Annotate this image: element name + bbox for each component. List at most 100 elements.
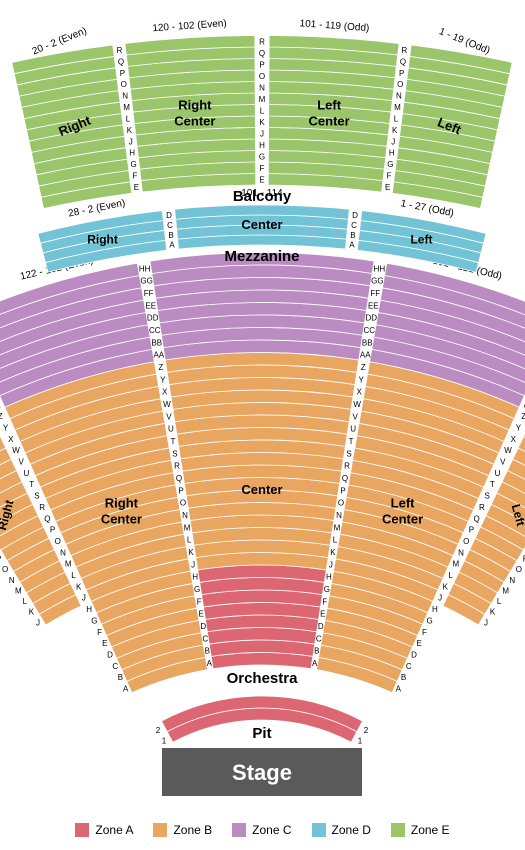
svg-text:Left: Left <box>391 495 416 510</box>
svg-text:Y: Y <box>516 423 522 432</box>
svg-text:V: V <box>166 412 172 421</box>
svg-text:Z: Z <box>521 412 525 421</box>
svg-text:GG: GG <box>371 277 383 286</box>
svg-text:L: L <box>333 536 338 545</box>
svg-text:J: J <box>36 618 40 627</box>
svg-text:K: K <box>443 582 449 591</box>
svg-text:Center: Center <box>101 511 142 526</box>
svg-text:P: P <box>469 526 474 535</box>
legend-swatch <box>391 823 405 837</box>
svg-text:BB: BB <box>151 338 162 347</box>
svg-text:G: G <box>130 160 136 169</box>
svg-text:P: P <box>178 486 183 495</box>
legend-item: Zone E <box>391 823 450 837</box>
svg-text:N: N <box>336 511 342 520</box>
svg-text:M: M <box>184 523 191 532</box>
svg-text:M: M <box>65 560 72 569</box>
svg-text:O: O <box>338 499 344 508</box>
svg-text:Center: Center <box>241 482 282 497</box>
svg-text:J: J <box>191 560 195 569</box>
legend-item: Zone B <box>153 823 212 837</box>
svg-text:H: H <box>86 605 92 614</box>
svg-text:1: 1 <box>358 736 363 745</box>
svg-text:R: R <box>402 46 408 55</box>
svg-text:D: D <box>411 651 417 660</box>
svg-text:X: X <box>356 388 362 397</box>
svg-text:P: P <box>0 555 1 564</box>
svg-text:P: P <box>340 486 345 495</box>
legend-item: Zone A <box>75 823 133 837</box>
legend-swatch <box>232 823 246 837</box>
svg-text:F: F <box>197 597 202 606</box>
svg-text:J: J <box>129 137 133 146</box>
svg-text:Q: Q <box>176 474 182 483</box>
svg-text:M: M <box>259 95 266 104</box>
svg-text:E: E <box>199 610 204 619</box>
svg-text:V: V <box>19 457 25 466</box>
svg-text:Z: Z <box>361 363 366 372</box>
svg-text:M: M <box>15 586 22 595</box>
svg-text:Right: Right <box>178 97 212 112</box>
legend-swatch <box>75 823 89 837</box>
legend-item: Zone D <box>312 823 371 837</box>
svg-text:K: K <box>127 126 133 135</box>
svg-text:DD: DD <box>147 314 159 323</box>
svg-text:M: M <box>123 103 130 112</box>
svg-text:FF: FF <box>144 289 154 298</box>
svg-text:V: V <box>500 457 506 466</box>
svg-text:120 - 102 (Even): 120 - 102 (Even) <box>152 18 227 34</box>
svg-text:R: R <box>344 462 350 471</box>
svg-text:H: H <box>192 573 198 582</box>
svg-text:Left: Left <box>410 233 432 247</box>
svg-text:H: H <box>129 149 135 158</box>
svg-text:W: W <box>12 446 20 455</box>
svg-text:Stage: Stage <box>232 760 292 785</box>
svg-text:S: S <box>172 449 177 458</box>
svg-text:F: F <box>260 164 265 173</box>
svg-text:D: D <box>318 622 324 631</box>
svg-text:Q: Q <box>342 474 348 483</box>
svg-text:J: J <box>329 560 333 569</box>
svg-text:J: J <box>391 137 395 146</box>
legend-item: Zone C <box>232 823 291 837</box>
svg-text:A: A <box>123 685 129 694</box>
svg-text:U: U <box>24 469 30 478</box>
svg-text:Z: Z <box>158 363 163 372</box>
svg-text:L: L <box>394 114 399 123</box>
svg-text:X: X <box>162 388 168 397</box>
svg-text:K: K <box>392 126 398 135</box>
svg-text:N: N <box>9 576 15 585</box>
svg-text:O: O <box>55 537 61 546</box>
svg-text:N: N <box>396 92 402 101</box>
svg-text:K: K <box>29 608 35 617</box>
legend-label: Zone C <box>252 823 291 837</box>
svg-text:Q: Q <box>400 57 406 66</box>
svg-text:D: D <box>200 622 206 631</box>
svg-text:B: B <box>205 647 210 656</box>
svg-text:Center: Center <box>382 511 423 526</box>
svg-text:X: X <box>511 435 517 444</box>
svg-text:Right: Right <box>87 233 118 247</box>
svg-text:Y: Y <box>160 375 166 384</box>
svg-text:Q: Q <box>118 57 124 66</box>
svg-text:A: A <box>169 241 175 250</box>
legend-swatch <box>153 823 167 837</box>
svg-text:R: R <box>479 503 485 512</box>
svg-text:M: M <box>394 103 401 112</box>
svg-text:O: O <box>180 499 186 508</box>
svg-text:C: C <box>406 662 412 671</box>
svg-text:R: R <box>259 37 265 46</box>
svg-text:R: R <box>117 46 123 55</box>
svg-text:Center: Center <box>241 217 282 232</box>
svg-text:J: J <box>82 594 86 603</box>
svg-text:H: H <box>432 605 438 614</box>
svg-text:O: O <box>463 537 469 546</box>
svg-text:P: P <box>120 69 125 78</box>
svg-text:101 - 119 (Odd): 101 - 119 (Odd) <box>299 18 369 34</box>
svg-text:F: F <box>387 172 392 181</box>
svg-text:Mezzanine: Mezzanine <box>224 248 299 265</box>
svg-text:DD: DD <box>366 314 378 323</box>
legend-label: Zone B <box>173 823 212 837</box>
svg-text:F: F <box>97 628 102 637</box>
svg-text:G: G <box>91 616 97 625</box>
